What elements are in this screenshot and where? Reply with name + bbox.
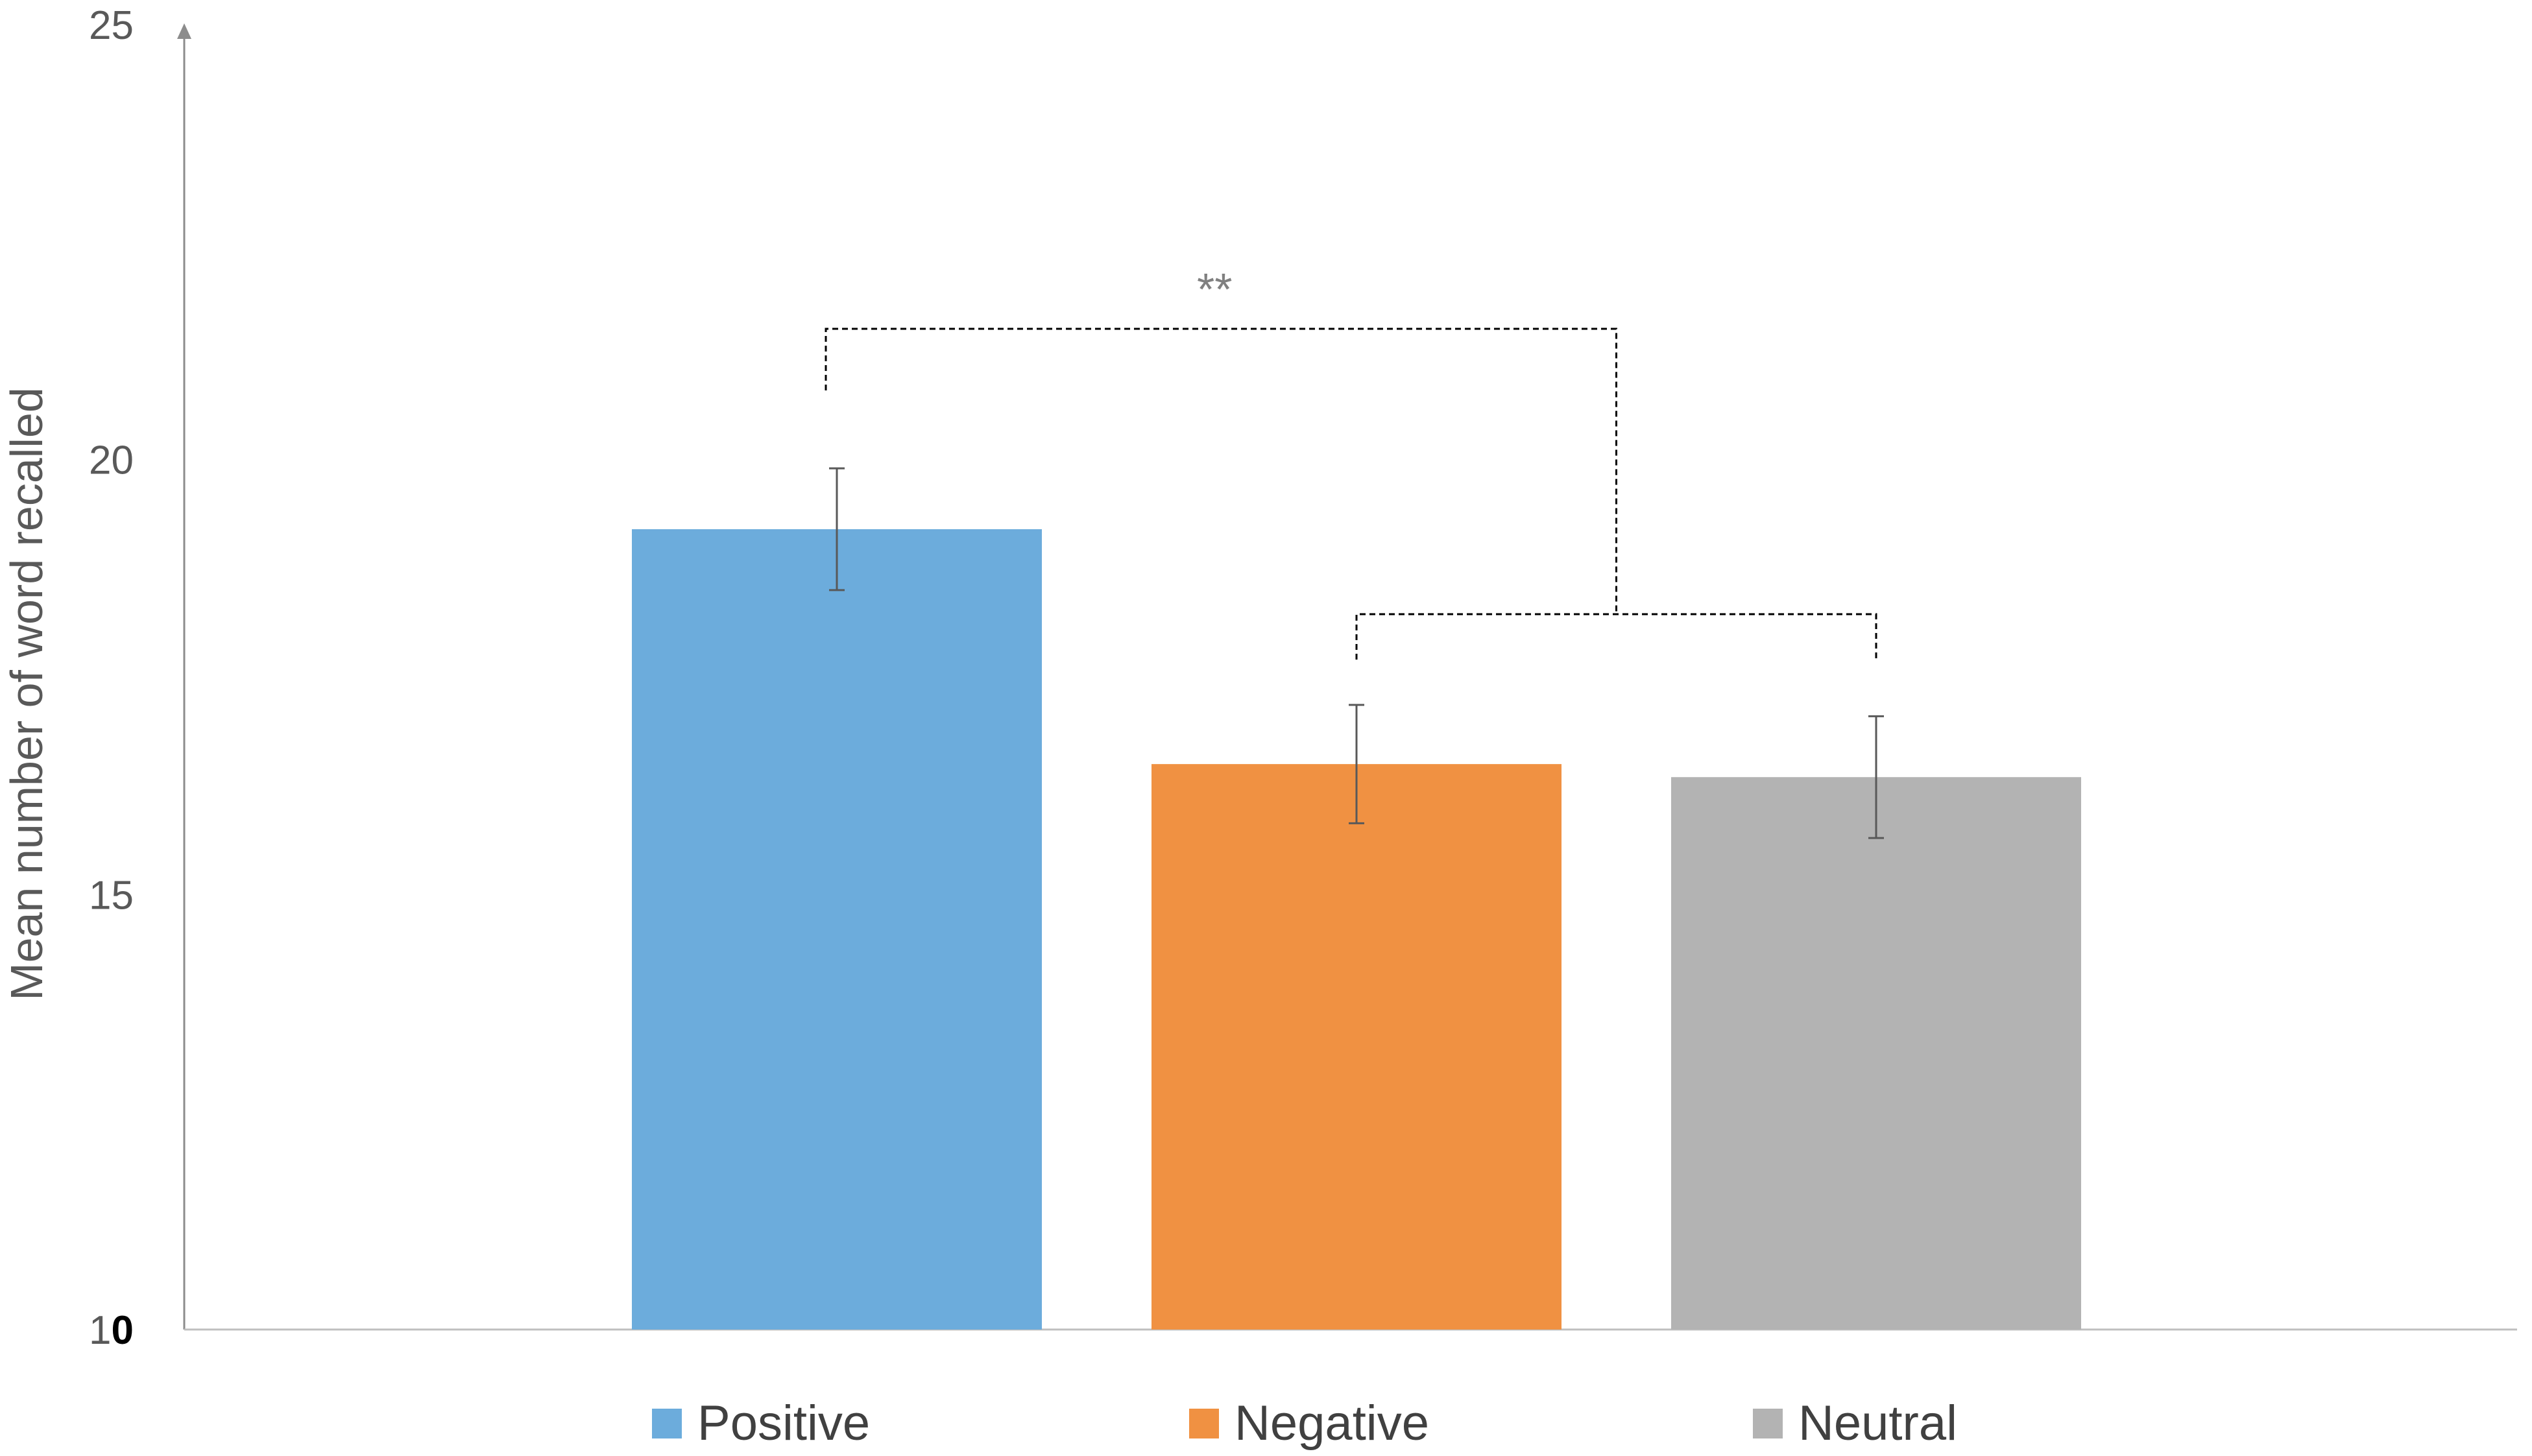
y-ticks: 10 15 20 25 [89, 3, 134, 1353]
y-tick-label: 15 [89, 873, 134, 918]
legend-label-neutral: Neutral [1798, 1396, 1957, 1451]
legend-label-negative: Negative [1235, 1396, 1429, 1451]
legend: Positive Negative Neutral [652, 1396, 1957, 1451]
legend-swatch-positive [652, 1409, 682, 1438]
bars [632, 529, 2081, 1330]
y-tick-label-part: 0 [112, 1308, 134, 1353]
y-tick-label: 20 [89, 438, 134, 483]
bracket-lower [1355, 613, 1877, 660]
legend-swatch-neutral [1753, 1409, 1783, 1438]
y-axis-label: Mean number of word recalled [1, 387, 52, 1000]
legend-label-positive: Positive [697, 1396, 870, 1451]
y-tick-label: 25 [89, 3, 134, 48]
bar-positive [632, 529, 1042, 1330]
y-axis-arrow [177, 23, 191, 39]
y-tick-label-part: 1 [89, 1308, 111, 1353]
significance-bracket: ** [825, 264, 1877, 660]
legend-swatch-negative [1189, 1409, 1219, 1438]
bar-neutral [1671, 777, 2081, 1330]
error-bars [829, 467, 1884, 839]
y-tick-label: 10 [89, 1308, 134, 1353]
bracket-upper [825, 328, 1617, 614]
significance-label: ** [1197, 264, 1232, 315]
bar-negative [1151, 764, 1561, 1330]
